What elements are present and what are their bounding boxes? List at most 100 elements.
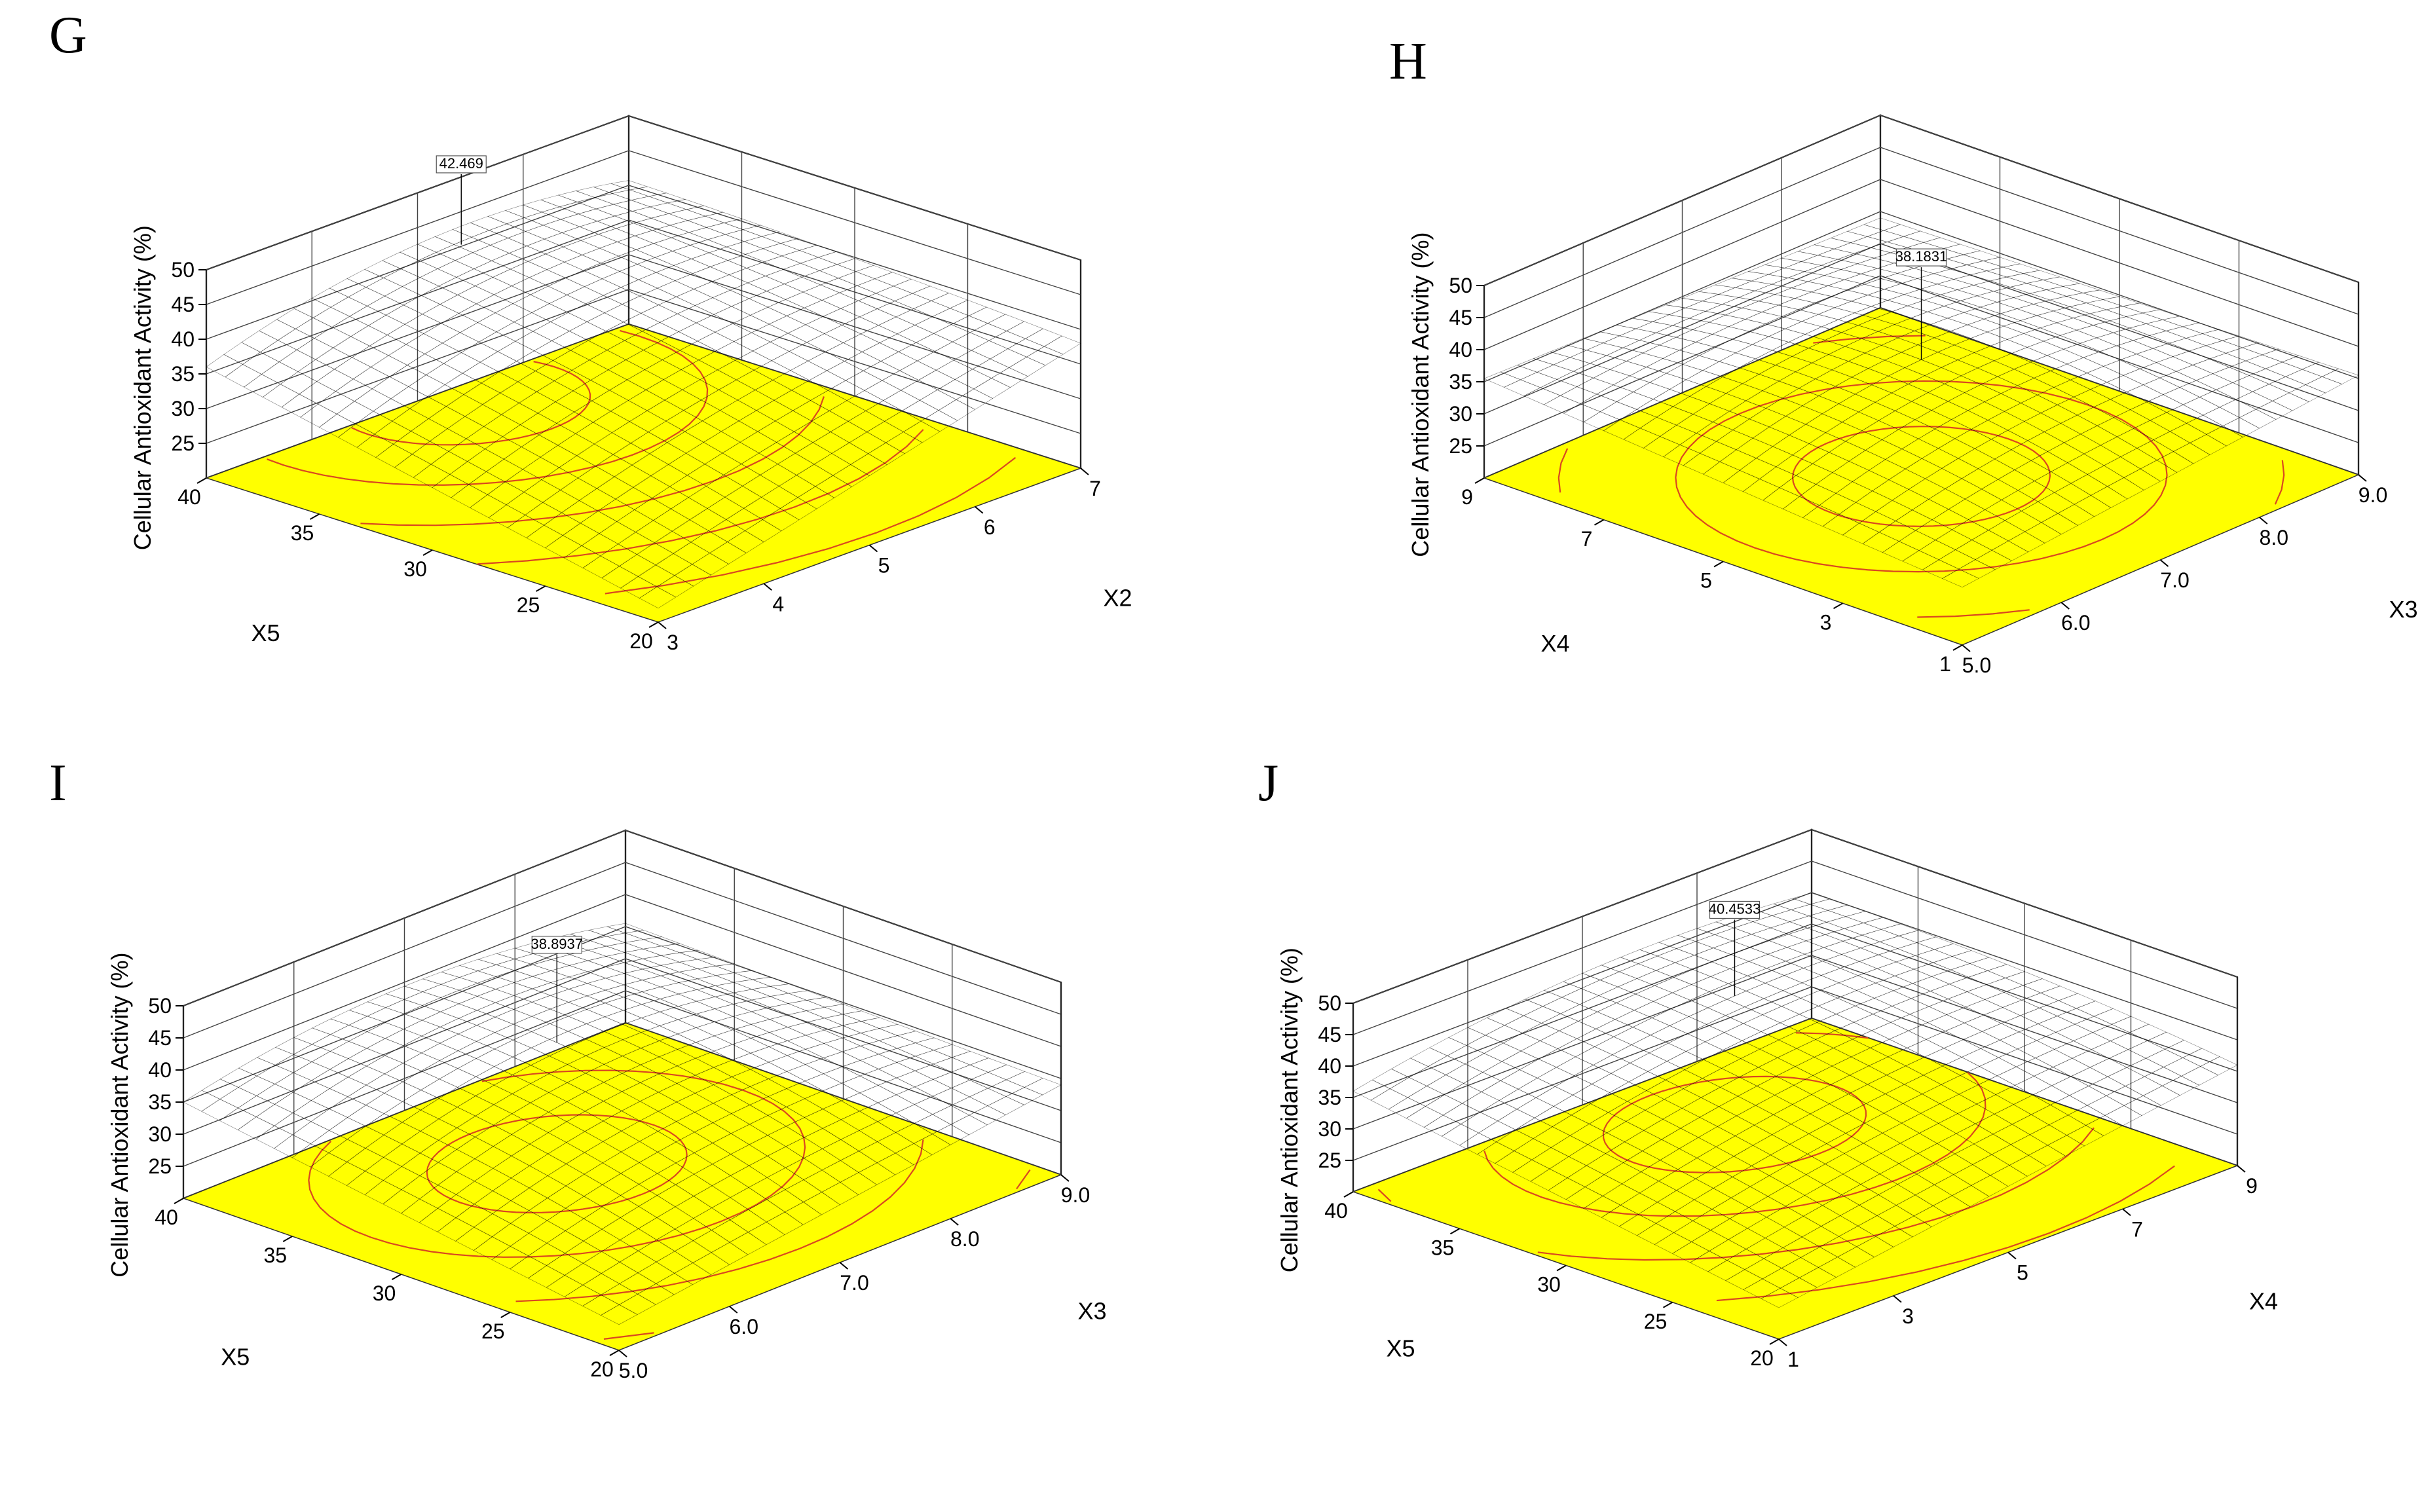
- surface-facet: [1856, 982, 1894, 999]
- surface-facet: [620, 279, 658, 297]
- panel-i: I 38.8937 25 30 35 40 45 50 Cellular Antioxidant…: [0, 754, 1212, 1509]
- surface-facet: [440, 965, 479, 978]
- right-axis-label: X3: [1077, 1297, 1106, 1324]
- surface-facet: [1406, 1106, 1444, 1128]
- surface-facet: [1448, 1027, 1486, 1046]
- surface-facet: [2285, 369, 2323, 385]
- surface-facet: [507, 231, 545, 246]
- surface-facet: [1655, 325, 1693, 338]
- surface-facet: [769, 1003, 808, 1015]
- surface-facet: [522, 199, 561, 213]
- surface-facet: [1733, 921, 1772, 935]
- surface-facet: [619, 264, 657, 280]
- surface-facet: [311, 1069, 349, 1089]
- surface-facet: [1595, 1019, 1633, 1037]
- surface-facet: [593, 183, 631, 194]
- surface-facet: [219, 1067, 257, 1088]
- surface-facet: [743, 236, 781, 249]
- surface-facet: [407, 354, 445, 375]
- surface-facet: [1967, 970, 2006, 986]
- surface-facet: [2036, 310, 2074, 323]
- surface-facet: [973, 378, 1011, 399]
- surface-facet: [1665, 298, 1703, 308]
- surface-facet: [653, 237, 691, 251]
- surface-facet: [2005, 971, 2043, 986]
- surface-facet: [2169, 338, 2207, 352]
- surface-facet: [2093, 1008, 2132, 1025]
- surface-facet: [746, 261, 784, 276]
- surface-facet: [300, 403, 337, 428]
- surface-facet: [687, 215, 725, 228]
- left-tick-mark: [609, 1350, 620, 1356]
- surface-facet: [579, 221, 617, 235]
- surface-facet: [987, 1079, 1025, 1097]
- surface-facet: [2053, 1058, 2091, 1077]
- surface-facet: [2058, 993, 2097, 1009]
- contour-line: [2274, 460, 2285, 505]
- surface-facet: [2110, 1032, 2148, 1050]
- panel-letter: I: [49, 754, 67, 812]
- surface-facet: [493, 286, 531, 304]
- surface-facet: [1563, 972, 1601, 989]
- surface-facet: [1920, 284, 1958, 295]
- surface-facet: [513, 976, 551, 989]
- left-tick-mark: [500, 1312, 511, 1318]
- surface-facet: [1814, 238, 1852, 249]
- z-tick-label: 30: [171, 397, 195, 420]
- surface-facet: [951, 1064, 989, 1080]
- surface-facet: [659, 313, 697, 332]
- surface-facet: [630, 196, 669, 208]
- surface-facet: [1863, 217, 1901, 231]
- surface-facet: [1715, 339, 1753, 354]
- surface-facet: [526, 238, 564, 255]
- surface-facet: [1890, 1014, 1928, 1031]
- surface-facet: [1786, 940, 1825, 955]
- response-surface: [206, 180, 1081, 609]
- surface-facet: [531, 995, 569, 1010]
- surface-facet: [1768, 328, 1806, 342]
- right-tick-mark: [2237, 1165, 2246, 1173]
- surface-facet: [821, 292, 859, 309]
- surface-facet: [1559, 386, 1597, 404]
- wall-grid-line: [1352, 955, 2238, 1130]
- surface-facet: [1537, 364, 1575, 380]
- surface-facet: [800, 257, 838, 271]
- surface-facet: [1654, 977, 1692, 993]
- contour-floor: [204, 323, 1083, 623]
- surface-facet: [878, 1048, 916, 1063]
- surface-facet: [586, 978, 625, 991]
- surface-facet: [1946, 254, 1985, 265]
- contour-line: [477, 429, 924, 565]
- surface-facet: [1989, 276, 2028, 287]
- surface-facet: [1632, 1018, 1670, 1035]
- surface-facet: [1616, 993, 1654, 1011]
- right-tick-label: 5.0: [619, 1359, 648, 1382]
- surface-facet: [548, 278, 586, 295]
- surface-facet: [673, 259, 711, 274]
- surface-facet: [1996, 297, 2034, 309]
- surface-facet: [529, 269, 567, 287]
- surface-facet: [490, 238, 528, 253]
- contour-floor: [1351, 1018, 2239, 1340]
- right-tick-label: 7: [2131, 1217, 2143, 1241]
- contour-line: [1795, 1032, 1869, 1039]
- surface-facet: [2145, 320, 2184, 331]
- surface-facet: [668, 209, 706, 221]
- wall-grid-line: [206, 150, 1081, 305]
- surface-facet: [2180, 1066, 2219, 1086]
- surface-facet: [633, 217, 671, 231]
- surface-facet: [1847, 284, 1885, 295]
- surface-facet: [405, 333, 443, 354]
- surface-facet: [508, 246, 546, 262]
- surface-facet: [1441, 1124, 1480, 1146]
- surface-facet: [439, 1003, 478, 1019]
- surface-facet: [299, 381, 337, 405]
- surface-facet: [1889, 1030, 1927, 1048]
- contour-line: [1537, 1127, 2095, 1261]
- surface-facet: [2109, 316, 2147, 329]
- surface-facet: [515, 331, 553, 352]
- surface-facet: [525, 225, 563, 240]
- surface-facet: [1747, 968, 1785, 984]
- surface-facet: [742, 225, 780, 237]
- surface-facet: [1826, 916, 1865, 929]
